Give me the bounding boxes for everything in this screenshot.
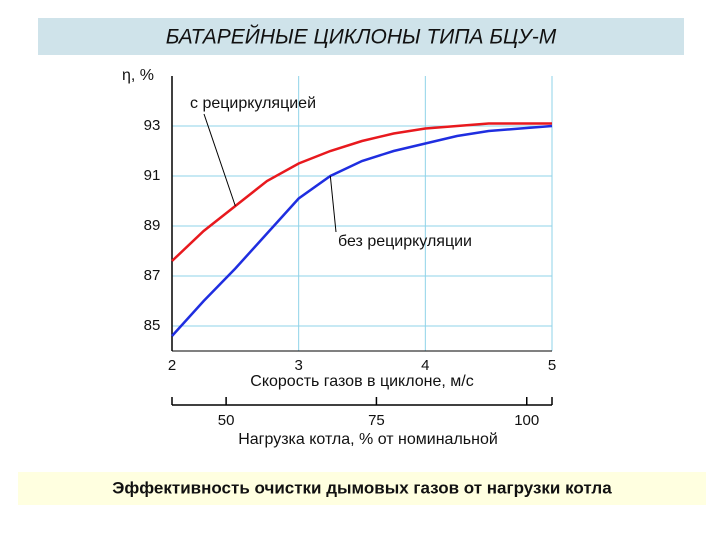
x2-tick-label: 100 <box>514 412 539 429</box>
y-tick-label: 89 <box>144 217 161 234</box>
caption: Эффективность очистки дымовых газов от н… <box>112 478 612 497</box>
x-tick-label: 3 <box>294 357 302 374</box>
x-tick-label: 4 <box>421 357 429 374</box>
leader-line <box>203 113 236 207</box>
x2-axis-label: Нагрузка котла, % от номинальной <box>238 431 498 448</box>
y-axis-label: η, % <box>122 67 154 84</box>
series-line <box>171 124 553 337</box>
leader-line <box>329 175 337 233</box>
series-label: без рециркуляции <box>338 233 472 250</box>
x-axis-label: Скорость газов в циклоне, м/с <box>250 373 473 390</box>
chart-title: БАТАРЕЙНЫЕ ЦИКЛОНЫ ТИПА БЦУ-М <box>166 26 557 49</box>
caption-box <box>18 472 706 505</box>
y-tick-label: 91 <box>144 167 161 184</box>
series-label: с рециркуляцией <box>190 95 316 112</box>
title-banner <box>38 18 684 55</box>
x2-tick-label: 75 <box>368 412 385 429</box>
x2-tick-label: 50 <box>218 412 235 429</box>
y-tick-label: 85 <box>144 317 161 334</box>
x-tick-label: 2 <box>168 357 176 374</box>
y-tick-label: 93 <box>144 117 161 134</box>
x-tick-label: 5 <box>548 357 556 374</box>
y-tick-label: 87 <box>144 267 161 284</box>
